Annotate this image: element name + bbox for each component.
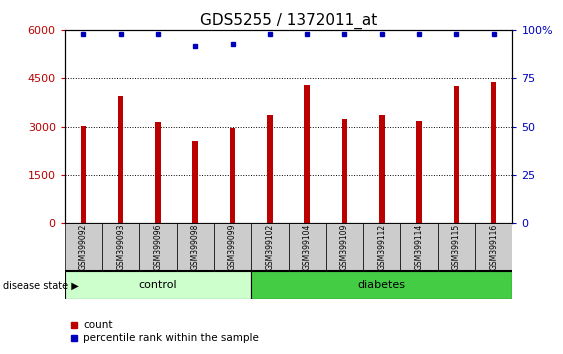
Bar xyxy=(177,223,214,271)
Bar xyxy=(251,271,512,299)
Text: GSM399102: GSM399102 xyxy=(265,224,274,270)
Bar xyxy=(118,96,123,223)
Bar xyxy=(81,126,86,223)
Bar xyxy=(155,122,161,223)
Text: GSM399116: GSM399116 xyxy=(489,224,498,270)
Bar xyxy=(193,141,198,223)
Text: GSM399093: GSM399093 xyxy=(116,224,125,270)
Text: GSM399099: GSM399099 xyxy=(228,224,237,270)
Text: GSM399104: GSM399104 xyxy=(303,224,312,270)
Bar xyxy=(416,121,422,223)
Text: diabetes: diabetes xyxy=(358,280,406,290)
Bar xyxy=(102,223,139,271)
Bar xyxy=(379,115,385,223)
Bar xyxy=(326,223,363,271)
Bar xyxy=(289,223,326,271)
Bar xyxy=(305,85,310,223)
Text: GSM399112: GSM399112 xyxy=(377,224,386,270)
Bar xyxy=(438,223,475,271)
Bar xyxy=(65,223,102,271)
Legend: count, percentile rank within the sample: count, percentile rank within the sample xyxy=(70,320,260,343)
Text: GSM399092: GSM399092 xyxy=(79,224,88,270)
Bar xyxy=(400,223,438,271)
Bar xyxy=(230,128,235,223)
Text: GSM399115: GSM399115 xyxy=(452,224,461,270)
Text: disease state ▶: disease state ▶ xyxy=(3,280,79,290)
Bar xyxy=(65,271,251,299)
Text: GSM399114: GSM399114 xyxy=(414,224,423,270)
Bar xyxy=(342,120,347,223)
Text: GSM399109: GSM399109 xyxy=(340,224,349,270)
Bar xyxy=(454,86,459,223)
Text: control: control xyxy=(138,280,177,290)
Bar xyxy=(363,223,400,271)
Title: GDS5255 / 1372011_at: GDS5255 / 1372011_at xyxy=(200,12,377,29)
Bar xyxy=(475,223,512,271)
Bar xyxy=(140,223,177,271)
Bar xyxy=(251,223,288,271)
Bar xyxy=(267,115,272,223)
Text: GSM399096: GSM399096 xyxy=(154,224,163,270)
Bar xyxy=(214,223,251,271)
Text: GSM399098: GSM399098 xyxy=(191,224,200,270)
Bar xyxy=(491,82,497,223)
